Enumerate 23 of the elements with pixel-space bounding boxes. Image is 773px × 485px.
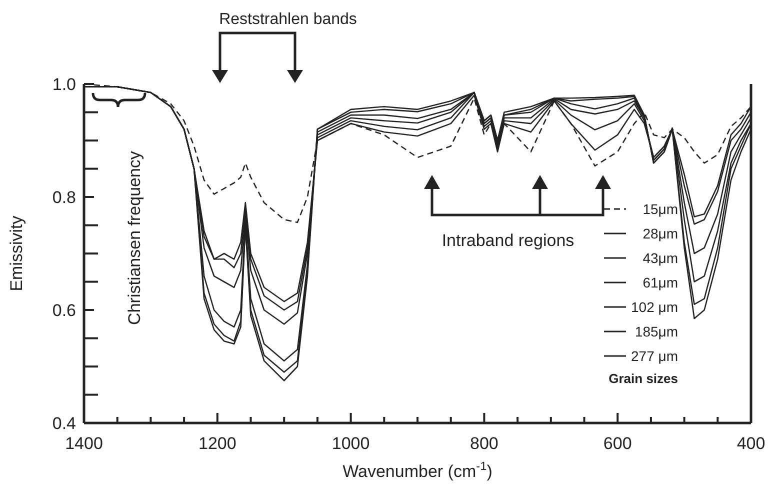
legend-label: 28μm: [642, 226, 678, 242]
x-axis-title: Wavenumber (cm$^{-1}$): [342, 459, 492, 481]
y-tick-label: 1.0: [52, 74, 76, 94]
text: Reststrahlen bands: [219, 11, 357, 28]
legend-label: 61μm: [642, 274, 678, 290]
legend-label: 43μm: [642, 250, 678, 266]
x-tick-label: 600: [603, 434, 632, 453]
y-axis-title: Emissivity: [7, 215, 26, 292]
annotation: Christiansen frequency: [125, 150, 144, 325]
x-tick-label: 800: [470, 434, 498, 453]
legend-label: 15μm: [642, 201, 678, 217]
y-tick-label: 0.8: [52, 188, 76, 207]
legend-label: 277 μm: [631, 348, 678, 364]
x-tick-label: 1200: [198, 434, 236, 453]
annotation: Grain sizes: [608, 371, 678, 386]
x-tick-label: 1000: [332, 434, 370, 453]
annotation: Intraband regions: [442, 231, 574, 250]
y-tick-label: 0.4: [52, 414, 76, 433]
x-tick-label: 1400: [65, 434, 103, 453]
legend-label: 185μm: [634, 324, 678, 340]
legend-label: 102 μm: [631, 299, 678, 315]
y-tick-label: 0.6: [52, 300, 76, 320]
x-tick-label: 400: [736, 434, 766, 453]
